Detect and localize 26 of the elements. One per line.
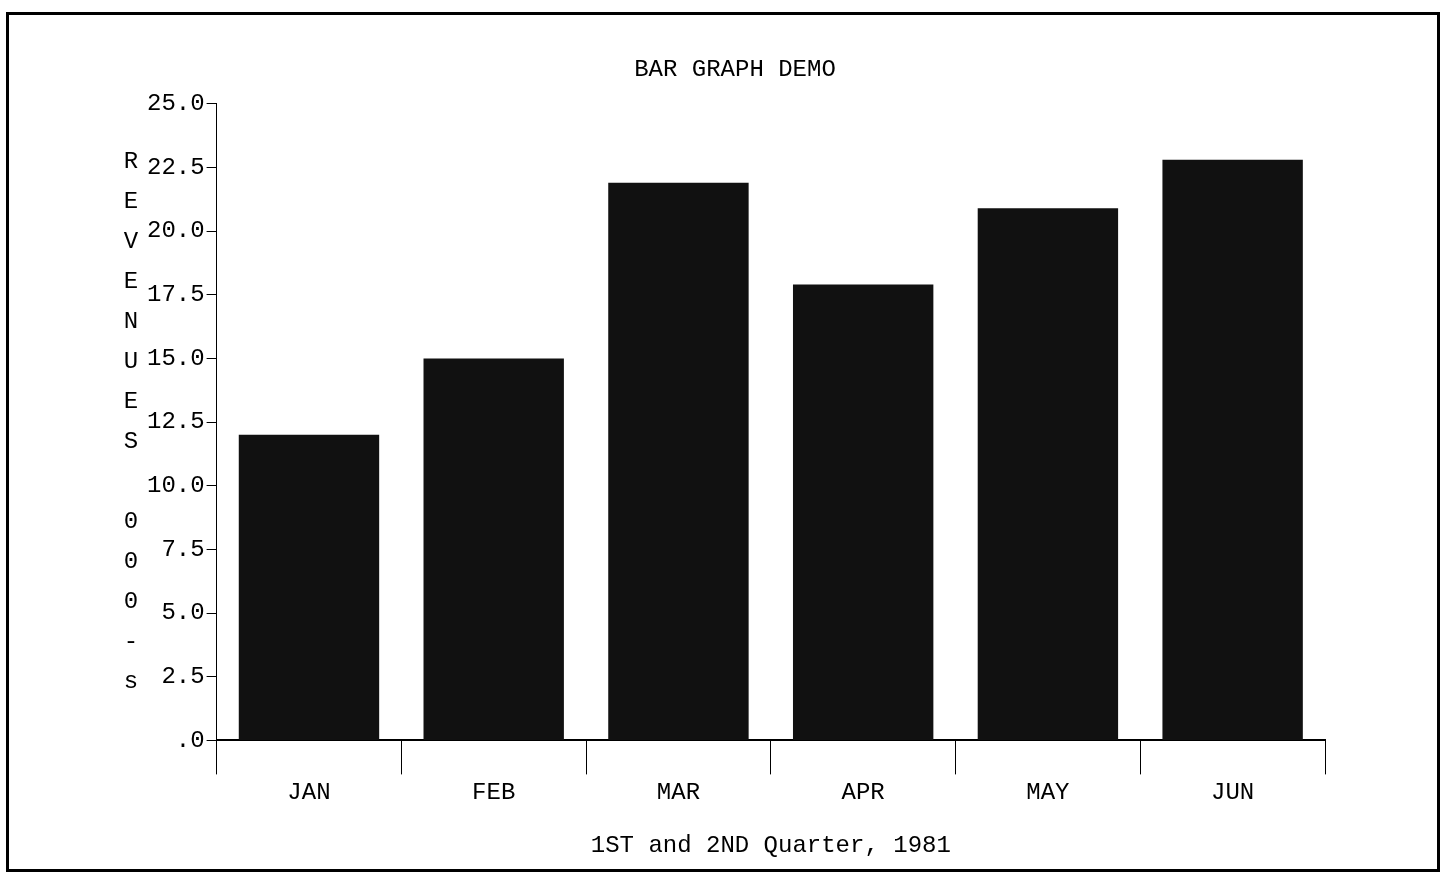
y-tick-label: 12.5 — [147, 408, 205, 436]
y-tick-label: 22.5 — [147, 153, 205, 181]
bar — [792, 284, 934, 740]
y-tick-label: 10.0 — [147, 472, 205, 500]
bar — [1162, 159, 1303, 740]
bar — [238, 434, 380, 740]
y-tick-label: 17.5 — [147, 281, 205, 309]
y-tick-label: 7.5 — [161, 535, 205, 563]
chart-title: BAR GRAPH DEMO — [634, 55, 836, 83]
bar — [608, 182, 749, 740]
x-tick-label: FEB — [472, 779, 516, 807]
x-axis-title: 1ST and 2ND Quarter, 1981 — [590, 831, 951, 859]
bar — [423, 358, 564, 740]
y-tick-label: 5.0 — [161, 599, 205, 627]
x-tick-label: JUN — [1211, 779, 1255, 807]
x-tick-label: JAN — [287, 779, 331, 807]
x-tick-label: MAR — [656, 779, 701, 807]
y-tick-label: .0 — [175, 726, 205, 754]
x-tick-label: MAY — [1026, 779, 1070, 807]
bar — [977, 208, 1119, 740]
text: REVENUES 000-s — [123, 148, 139, 696]
y-tick-label: 20.0 — [147, 217, 205, 245]
y-tick-label: 25.0 — [147, 90, 205, 118]
x-tick-label: APR — [841, 779, 885, 807]
y-tick-label: 2.5 — [161, 663, 205, 691]
y-tick-label: 15.0 — [147, 344, 205, 372]
